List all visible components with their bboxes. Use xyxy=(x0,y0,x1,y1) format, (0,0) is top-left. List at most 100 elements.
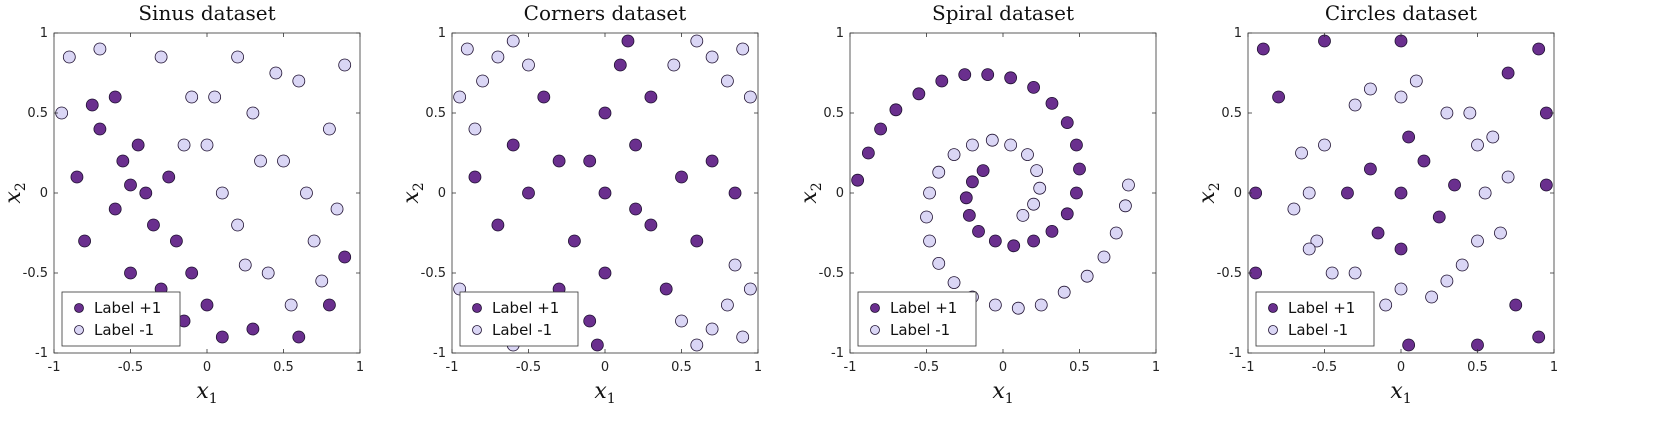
point-label-neg1 xyxy=(690,338,704,352)
point-label-neg1 xyxy=(1379,298,1393,312)
point-label-neg1 xyxy=(965,138,979,152)
points-group xyxy=(851,68,1135,315)
point-label-neg1 xyxy=(705,322,719,336)
point-label-neg1 xyxy=(1295,146,1308,160)
chart-corners: Corners dataset-1 -0.5 0 0.5 1-1-0.500.51x1x… xyxy=(399,1,762,407)
y-tick-label: 0 xyxy=(836,186,844,201)
point-label-neg1 xyxy=(1486,130,1500,144)
point-label-neg1 xyxy=(215,186,229,200)
x-tick-label: 0.5 xyxy=(671,360,692,375)
point-label-pos1 xyxy=(644,218,658,232)
x-tick-label: -1 xyxy=(446,360,459,375)
x-tick-label: 0.5 xyxy=(1069,360,1090,375)
point-label-pos1 xyxy=(583,314,597,328)
point-label-pos1 xyxy=(1394,242,1408,256)
legend-label: Label -1 xyxy=(1288,321,1348,339)
legend-marker-pos1 xyxy=(1268,303,1278,313)
point-label-pos1 xyxy=(675,170,688,184)
point-label-pos1 xyxy=(728,186,742,200)
point-label-pos1 xyxy=(70,170,84,184)
point-label-neg1 xyxy=(1109,226,1123,240)
legend-box xyxy=(459,291,579,347)
x-axis-label: x1 xyxy=(594,379,615,407)
point-label-pos1 xyxy=(185,266,199,280)
point-label-neg1 xyxy=(947,148,961,162)
point-label-neg1 xyxy=(292,74,306,88)
point-label-pos1 xyxy=(1073,162,1086,176)
point-label-neg1 xyxy=(932,256,946,270)
y-tick-label: -0.5 xyxy=(421,266,446,281)
point-label-neg1 xyxy=(1425,290,1439,304)
point-label-pos1 xyxy=(491,218,505,232)
point-label-pos1 xyxy=(1027,234,1041,248)
point-label-neg1 xyxy=(246,106,260,120)
point-label-neg1 xyxy=(1325,266,1339,280)
point-label-neg1 xyxy=(322,122,336,136)
y-axis-label-subscript: 2 xyxy=(809,182,825,191)
point-label-pos1 xyxy=(1045,224,1059,238)
y-axis-label: x2 xyxy=(1,182,29,203)
legend-marker-neg1 xyxy=(74,325,84,335)
y-tick-label: 0.5 xyxy=(1221,106,1242,121)
point-label-pos1 xyxy=(621,34,635,48)
chart-title: Corners dataset xyxy=(524,1,687,25)
point-label-neg1 xyxy=(1057,285,1071,299)
point-label-neg1 xyxy=(1348,266,1362,280)
point-label-neg1 xyxy=(667,58,681,72)
point-label-neg1 xyxy=(62,50,76,64)
point-label-pos1 xyxy=(468,170,482,184)
point-label-neg1 xyxy=(231,50,245,64)
y-tick-label: -0.5 xyxy=(23,266,48,281)
x-tick-label: 0.5 xyxy=(273,360,294,375)
point-label-pos1 xyxy=(976,164,990,178)
point-label-pos1 xyxy=(131,138,145,152)
point-label-neg1 xyxy=(208,90,222,104)
point-label-neg1 xyxy=(1034,298,1048,312)
y-tick-label: 0 xyxy=(1234,186,1242,201)
point-label-pos1 xyxy=(124,178,137,192)
point-label-pos1 xyxy=(1341,186,1354,200)
point-label-neg1 xyxy=(1080,269,1094,283)
y-axis-label: x2 xyxy=(1195,182,1223,203)
chart-sinus: Sinus dataset-1 -0.5 0 0.5 1-1-0.500.51x1x2L… xyxy=(1,1,364,407)
chart-title: Circles dataset xyxy=(1325,1,1477,25)
point-label-neg1 xyxy=(743,282,757,296)
point-label-pos1 xyxy=(861,146,875,160)
point-label-neg1 xyxy=(177,138,191,152)
point-label-neg1 xyxy=(1440,274,1454,288)
x-tick-label: 0 xyxy=(999,360,1007,375)
point-label-neg1 xyxy=(154,50,168,64)
point-label-neg1 xyxy=(300,186,313,200)
point-label-pos1 xyxy=(169,234,183,248)
legend-label: Label +1 xyxy=(890,299,957,317)
point-label-pos1 xyxy=(972,224,985,238)
point-label-pos1 xyxy=(139,186,153,200)
y-tick-label: -1 xyxy=(35,346,48,361)
point-label-pos1 xyxy=(93,122,107,136)
point-label-pos1 xyxy=(322,298,336,312)
legend-label: Label -1 xyxy=(94,321,154,339)
point-label-neg1 xyxy=(307,234,321,248)
point-label-pos1 xyxy=(598,186,612,200)
point-label-neg1 xyxy=(460,42,474,56)
point-label-pos1 xyxy=(1007,239,1021,253)
x-tick-label: -0.5 xyxy=(914,360,939,375)
point-label-pos1 xyxy=(598,106,612,120)
point-label-pos1 xyxy=(1539,178,1553,192)
legend-marker-neg1 xyxy=(472,325,482,335)
point-label-neg1 xyxy=(1363,82,1377,96)
x-tick-label: -1 xyxy=(844,360,857,375)
point-label-neg1 xyxy=(1027,197,1041,211)
point-label-neg1 xyxy=(1030,164,1044,178)
point-label-pos1 xyxy=(705,154,719,168)
point-label-neg1 xyxy=(185,90,199,104)
point-label-pos1 xyxy=(889,103,903,117)
point-label-pos1 xyxy=(108,202,122,216)
point-label-neg1 xyxy=(1394,90,1408,104)
point-label-pos1 xyxy=(200,298,214,312)
x-axis-label: x1 xyxy=(1390,379,1411,407)
point-label-pos1 xyxy=(1402,130,1416,144)
point-label-neg1 xyxy=(1440,106,1454,120)
y-tick-label: 1 xyxy=(438,26,446,41)
point-label-neg1 xyxy=(315,274,329,288)
